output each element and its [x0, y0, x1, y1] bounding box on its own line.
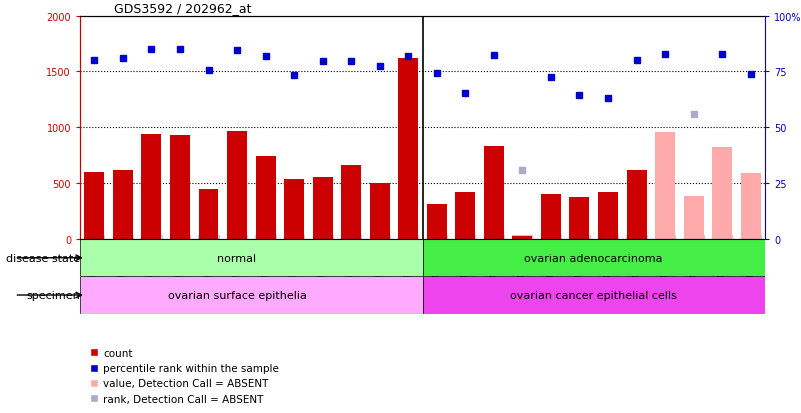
Bar [227, 131, 247, 240]
Bar [80, 240, 423, 277]
Bar [427, 205, 447, 240]
Bar [683, 196, 703, 240]
Bar [398, 59, 418, 240]
Bar [423, 240, 765, 277]
Bar [113, 171, 133, 240]
Bar [341, 166, 361, 240]
Bar [570, 197, 590, 240]
Bar [284, 179, 304, 240]
Text: disease state: disease state [6, 253, 80, 263]
Bar [626, 171, 646, 240]
Bar [312, 177, 332, 240]
Bar [256, 157, 276, 240]
Text: specimen: specimen [26, 290, 80, 300]
Legend: count, percentile rank within the sample, value, Detection Call = ABSENT, rank, : count, percentile rank within the sample… [86, 344, 283, 408]
Bar [513, 236, 533, 240]
Bar [455, 193, 475, 240]
Bar [712, 148, 732, 240]
Text: ovarian surface epithelia: ovarian surface epithelia [167, 290, 307, 300]
Text: ovarian cancer epithelial cells: ovarian cancer epithelial cells [510, 290, 677, 300]
Bar [170, 136, 190, 240]
Bar [80, 277, 423, 314]
Bar [370, 184, 390, 240]
Bar [84, 173, 104, 240]
Bar [423, 277, 765, 314]
Bar [541, 195, 561, 240]
Bar [598, 193, 618, 240]
Text: ovarian adenocarcinoma: ovarian adenocarcinoma [525, 253, 663, 263]
Text: GDS3592 / 202962_at: GDS3592 / 202962_at [115, 2, 252, 15]
Bar [142, 135, 162, 240]
Text: normal: normal [218, 253, 256, 263]
Bar [484, 147, 504, 240]
Bar [655, 133, 675, 240]
Bar [741, 174, 761, 240]
Bar [199, 189, 219, 240]
